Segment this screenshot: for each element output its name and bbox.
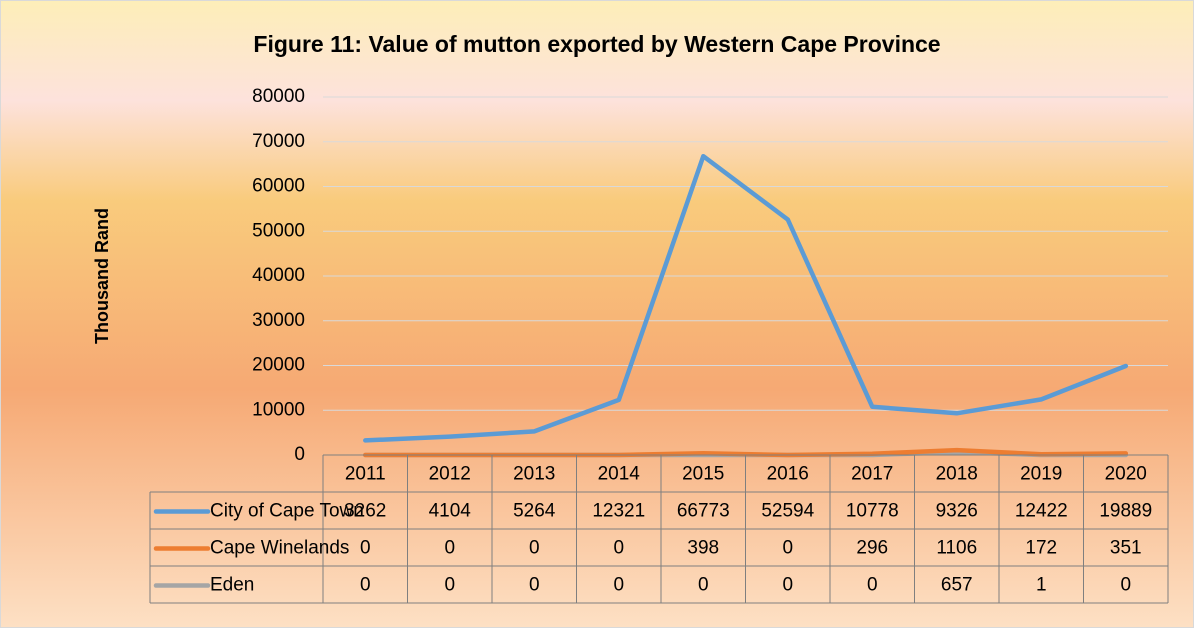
table-value: 296	[856, 538, 888, 559]
legend-label: Cape Winelands	[210, 538, 349, 559]
x-tick-label: 2019	[1020, 464, 1062, 485]
x-tick-label: 2014	[598, 464, 641, 485]
table-value: 66773	[677, 501, 730, 522]
x-tick-label: 2018	[936, 464, 978, 485]
x-tick-label: 2013	[513, 464, 555, 485]
chart-title: Figure 11: Value of mutton exported by W…	[253, 31, 940, 57]
table-value: 0	[867, 575, 878, 596]
table-value: 10778	[846, 501, 899, 522]
x-tick-label: 2017	[851, 464, 893, 485]
table-value: 1106	[936, 538, 977, 559]
table-value: 0	[529, 538, 540, 559]
table-value: 19889	[1099, 501, 1152, 522]
table-value: 0	[613, 538, 624, 559]
table-value: 1	[1036, 575, 1047, 596]
table-value: 0	[782, 538, 793, 559]
table-value: 5264	[513, 501, 556, 522]
table-value: 0	[1120, 575, 1131, 596]
y-tick-label: 20000	[252, 355, 305, 376]
table-value: 0	[782, 575, 793, 596]
table-value: 52594	[761, 501, 814, 522]
x-tick-label: 2016	[767, 464, 809, 485]
y-tick-label: 0	[294, 444, 305, 465]
y-axis-label: Thousand Rand	[92, 208, 112, 344]
table-value: 0	[444, 538, 455, 559]
y-tick-label: 30000	[252, 310, 305, 331]
table-value: 172	[1025, 538, 1057, 559]
x-tick-label: 2011	[345, 464, 386, 485]
legend-label: City of Cape Town	[210, 501, 364, 522]
y-tick-label: 70000	[252, 131, 305, 152]
table-value: 398	[687, 538, 719, 559]
series-line	[363, 153, 1129, 443]
table-value: 657	[941, 575, 973, 596]
y-tick-label: 60000	[252, 176, 305, 197]
table-value: 12321	[592, 501, 645, 522]
table-value: 0	[360, 538, 371, 559]
table-value: 0	[613, 575, 624, 596]
x-tick-label: 2020	[1105, 464, 1147, 485]
table-value: 351	[1110, 538, 1142, 559]
y-tick-label: 40000	[252, 265, 305, 286]
table-value: 0	[698, 575, 709, 596]
table-value: 0	[529, 575, 540, 596]
x-tick-label: 2015	[682, 464, 724, 485]
table-value: 4104	[429, 501, 472, 522]
table-value: 9326	[936, 501, 978, 522]
y-tick-label: 10000	[252, 399, 305, 420]
table-value: 0	[444, 575, 455, 596]
y-tick-label: 50000	[252, 220, 305, 241]
table-value: 12422	[1015, 501, 1068, 522]
y-tick-label: 80000	[252, 86, 305, 107]
table-value: 0	[360, 575, 371, 596]
legend-label: Eden	[210, 575, 254, 596]
table-value: 3262	[344, 501, 386, 522]
x-tick-label: 2012	[429, 464, 471, 485]
